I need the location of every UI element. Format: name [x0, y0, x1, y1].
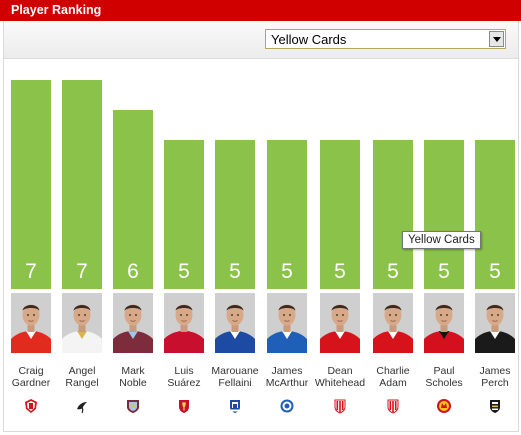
stat-select-value: Yellow Cards: [271, 32, 347, 47]
bar-2[interactable]: 7: [62, 80, 102, 289]
bar-value-label: 6: [127, 260, 139, 283]
player-last-name: Gardner: [11, 377, 51, 389]
player-first-name: Marouane: [211, 365, 259, 377]
sunderland-crest-icon: [23, 398, 39, 414]
player-photo[interactable]: [164, 293, 204, 353]
player-photo[interactable]: [62, 293, 102, 353]
player-name[interactable]: Craig Gardner: [5, 365, 57, 389]
player-first-name: Charlie: [376, 365, 410, 377]
bar-value-label: 5: [229, 260, 241, 283]
bar-10[interactable]: 5: [475, 140, 515, 289]
player-first-name: James: [271, 365, 303, 377]
stat-select[interactable]: Yellow Cards: [265, 29, 506, 49]
player-first-name: Luis: [174, 365, 194, 377]
player-photo[interactable]: [373, 293, 413, 353]
liverpool-crest-icon: [176, 398, 192, 414]
bar-8[interactable]: 5: [373, 140, 413, 289]
player-last-name: Perch: [481, 377, 509, 389]
stoke-crest-icon: [332, 398, 348, 414]
player-photo[interactable]: [320, 293, 360, 353]
player-first-name: Dean: [327, 365, 353, 377]
newcastle-crest-icon: [487, 398, 503, 414]
bar-value-label: 5: [438, 260, 450, 283]
player-first-name: James: [479, 365, 511, 377]
player-photo[interactable]: [11, 293, 51, 353]
player-first-name: Angel: [68, 365, 96, 377]
player-name[interactable]: Angel Rangel: [56, 365, 108, 389]
player-last-name: Rangel: [65, 377, 99, 389]
filter-toolbar: Yellow Cards: [4, 21, 518, 59]
widget-header: Player Ranking: [0, 0, 521, 21]
player-last-name: Fellaini: [218, 377, 252, 389]
bar-value-label: 5: [489, 260, 501, 283]
tooltip: Yellow Cards: [402, 231, 481, 249]
player-name[interactable]: Charlie Adam: [367, 365, 419, 389]
swansea-crest-icon: [74, 398, 90, 414]
west-ham-crest-icon: [125, 398, 141, 414]
player-last-name: McArthur: [265, 377, 309, 389]
player-photo[interactable]: [267, 293, 307, 353]
player-photo[interactable]: [424, 293, 464, 353]
player-name[interactable]: Paul Scholes: [418, 365, 470, 389]
player-last-name: Noble: [119, 377, 147, 389]
bar-value-label: 5: [178, 260, 190, 283]
bar-value-label: 5: [387, 260, 399, 283]
chevron-down-icon[interactable]: [489, 31, 504, 47]
man-utd-crest-icon: [436, 398, 452, 414]
player-last-name: Whitehead: [314, 377, 366, 389]
player-last-name: Suárez: [167, 377, 201, 389]
bar-5[interactable]: 5: [215, 140, 255, 289]
stoke-crest-icon: [385, 398, 401, 414]
everton-crest-icon: [227, 398, 243, 414]
bar-4[interactable]: 5: [164, 140, 204, 289]
bar-7[interactable]: 5: [320, 140, 360, 289]
player-name[interactable]: Dean Whitehead: [314, 365, 366, 389]
player-photo[interactable]: [113, 293, 153, 353]
bar-6[interactable]: 5: [267, 140, 307, 289]
player-name[interactable]: Mark Noble: [107, 365, 159, 389]
player-name[interactable]: James McArthur: [261, 365, 313, 389]
bar-value-label: 7: [76, 260, 88, 283]
bar-1[interactable]: 7: [11, 80, 51, 289]
bar-value-label: 7: [25, 260, 37, 283]
wigan-crest-icon: [279, 398, 295, 414]
player-first-name: Craig: [18, 365, 44, 377]
player-photo[interactable]: [215, 293, 255, 353]
player-last-name: Scholes: [425, 377, 463, 389]
player-photo[interactable]: [475, 293, 515, 353]
bar-value-label: 5: [281, 260, 293, 283]
widget-title: Player Ranking: [11, 3, 102, 17]
bar-3[interactable]: 6: [113, 110, 153, 289]
player-first-name: Mark: [121, 365, 145, 377]
player-last-name: Adam: [379, 377, 407, 389]
player-name[interactable]: James Perch: [469, 365, 521, 389]
bar-value-label: 5: [334, 260, 346, 283]
player-name[interactable]: Luis Suárez: [158, 365, 210, 389]
player-name[interactable]: Marouane Fellaini: [209, 365, 261, 389]
bar-9[interactable]: 5: [424, 140, 464, 289]
player-first-name: Paul: [433, 365, 455, 377]
